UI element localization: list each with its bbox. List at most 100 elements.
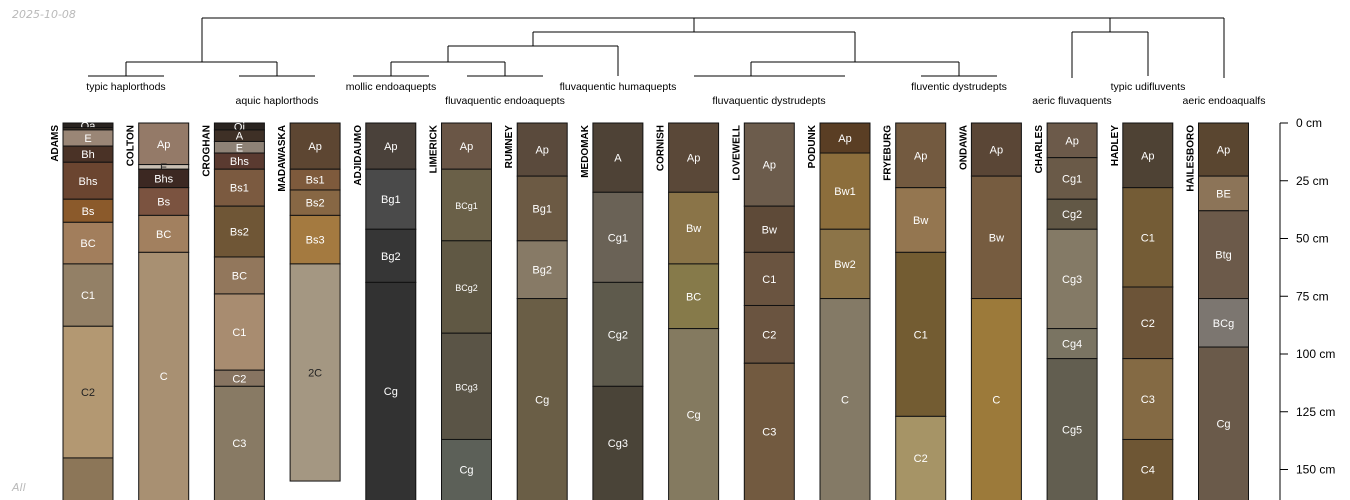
horizon-label: Ap xyxy=(1141,150,1154,162)
horizon-label: Ap xyxy=(838,133,851,145)
profile-name: LIMERICK xyxy=(429,124,440,173)
horizon-block xyxy=(819,122,871,154)
profile-name: HAILESBORO xyxy=(1186,125,1197,192)
horizon-block xyxy=(365,281,417,500)
horizon-block xyxy=(138,251,190,500)
profile-name: ONDAWA xyxy=(958,125,969,170)
horizon-label: C xyxy=(841,394,849,406)
horizon-label: E xyxy=(160,162,167,174)
horizon-label: Bg1 xyxy=(381,194,401,206)
horizon-label: Cg2 xyxy=(1062,209,1082,221)
horizon-block xyxy=(516,122,568,177)
horizon-label: Ap xyxy=(763,160,776,172)
soil-profile: Ap Bw C ONDAWA xyxy=(958,122,1022,500)
horizon-block xyxy=(1122,122,1174,189)
horizon-label: C1 xyxy=(1141,232,1155,244)
depth-axis: 0 cm 25 cm 50 cm 75 cm 100 cm 125 cm 150 cm xyxy=(1279,116,1335,500)
horizon-label: C3 xyxy=(762,427,776,439)
horizon-label: Cg xyxy=(687,409,701,421)
horizon-label: Ap xyxy=(535,145,548,157)
profile-name: CROGHAN xyxy=(201,125,212,177)
soil-profile: Ap Bw BC Cg CORNISH xyxy=(656,122,720,500)
horizon-block xyxy=(1046,328,1098,360)
horizon-label: C3 xyxy=(1141,394,1155,406)
horizon-block xyxy=(365,122,417,170)
horizon-block xyxy=(138,214,190,253)
horizon-label: Btg xyxy=(1215,250,1232,262)
soil-profile: Ap Bw C1 C2 C3 LOVEWELL xyxy=(731,122,795,500)
axis-tick-label: 100 cm xyxy=(1296,347,1335,361)
horizon-block xyxy=(668,328,720,500)
profile-name: MEDOMAK xyxy=(580,124,591,178)
horizon-label: Cg3 xyxy=(608,438,628,450)
horizon-block xyxy=(213,205,265,258)
horizon-label: Ap xyxy=(914,150,927,162)
profile-name: ADAMS xyxy=(50,125,61,162)
taxonomy-label: aquic haplorthods xyxy=(236,95,319,107)
profile-name: ADJIDAUMO xyxy=(353,125,364,186)
soil-profile: Ap BE Btg BCg Cg HAILESBORO xyxy=(1186,122,1249,500)
horizon-label: Cg4 xyxy=(1062,339,1082,351)
profile-name: FRYEBURG xyxy=(883,125,894,181)
horizon-block xyxy=(668,122,720,193)
axis-tick-label: 125 cm xyxy=(1296,405,1335,419)
horizon-label: C1 xyxy=(914,329,928,341)
horizon-label: Bg1 xyxy=(532,203,552,215)
taxonomy-label: fluvaquentic humaquepts xyxy=(560,81,677,93)
horizon-block xyxy=(441,438,492,500)
horizon-label: Ap xyxy=(990,145,1003,157)
horizon-label: BC xyxy=(686,291,701,303)
horizon-label: Cg xyxy=(535,394,549,406)
horizon-label: Bs3 xyxy=(306,235,325,247)
taxonomy-label: fluvaquentic dystrudepts xyxy=(712,95,825,107)
horizon-label: Bs1 xyxy=(230,183,249,195)
horizon-label: Bs2 xyxy=(230,227,249,239)
horizon-label: Cg xyxy=(384,386,398,398)
horizon-block xyxy=(516,298,568,500)
soil-profile: Ap Bg1 Bg2 Cg ADJIDAUMO xyxy=(353,122,417,500)
soil-profile: Ap Bs1 Bs2 Bs3 2C MADAWASKA xyxy=(277,122,341,482)
horizon-block xyxy=(743,205,795,253)
horizon-label: C2 xyxy=(1141,318,1155,330)
horizon-block xyxy=(1198,298,1249,348)
horizon-block xyxy=(743,122,795,207)
horizon-block xyxy=(289,263,341,482)
horizon-label: C1 xyxy=(81,290,95,302)
horizon-block xyxy=(1046,198,1098,230)
horizon-block xyxy=(62,161,114,200)
horizon-label: Cg5 xyxy=(1062,424,1082,436)
horizon-block xyxy=(62,325,114,459)
horizon-block xyxy=(1198,346,1249,500)
horizon-label: Cg xyxy=(1216,419,1230,431)
horizon-label: Bw xyxy=(762,224,777,236)
horizon-label: Cg3 xyxy=(1062,274,1082,286)
horizon-label: BCg1 xyxy=(455,201,478,211)
horizon-label: Bs1 xyxy=(306,175,325,187)
taxonomy-label: mollic endoaquepts xyxy=(346,81,436,93)
profile-name: CHARLES xyxy=(1034,125,1045,174)
soil-profile: A Cg1 Cg2 Cg3 MEDOMAK xyxy=(580,122,644,500)
taxonomy-label: aeric fluvaquents xyxy=(1032,95,1111,107)
horizon-block xyxy=(895,122,947,189)
horizon-block xyxy=(743,251,795,306)
horizon-label: Ap xyxy=(157,139,170,151)
horizon-label: Bw1 xyxy=(834,186,855,198)
horizon-label: C2 xyxy=(81,387,95,399)
horizon-block xyxy=(62,457,114,500)
horizon-label: C1 xyxy=(762,274,776,286)
horizon-label: Ap xyxy=(1065,135,1078,147)
horizon-label: Bhs xyxy=(230,156,249,168)
horizon-block xyxy=(895,187,947,253)
profile-name: COLTON xyxy=(126,125,137,166)
horizon-label: E xyxy=(236,142,243,154)
horizon-block xyxy=(1198,175,1249,212)
axis-tick-label: 75 cm xyxy=(1296,289,1329,303)
horizon-label: C xyxy=(992,394,1000,406)
horizon-block xyxy=(743,304,795,364)
horizon-block xyxy=(1122,286,1174,360)
horizon-label: Ap xyxy=(384,141,397,153)
horizon-label: Ap xyxy=(308,141,321,153)
horizon-label: Ap xyxy=(687,153,700,165)
